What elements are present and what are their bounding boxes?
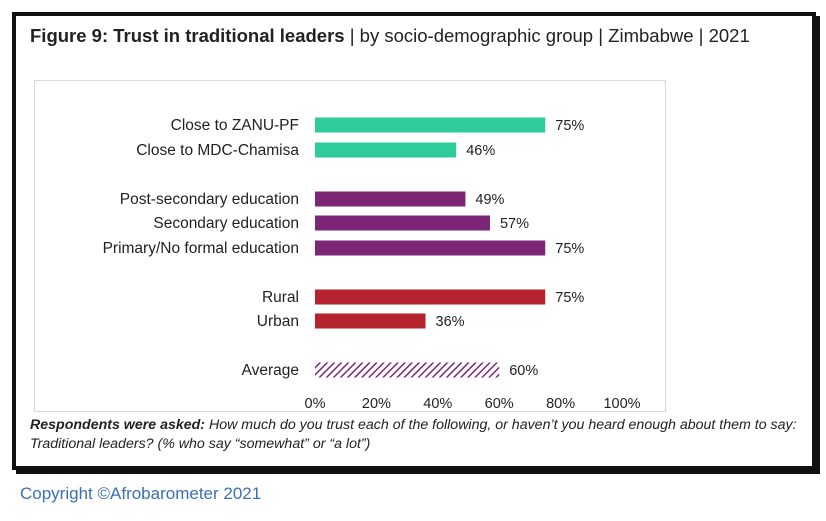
category-label-close-to-zanu-pf: Close to ZANU-PF [171, 117, 299, 134]
figure-title: Figure 9: Trust in traditional leaders |… [30, 24, 800, 48]
x-tick-label: 80% [546, 396, 575, 411]
category-label-average: Average [242, 362, 299, 379]
category-label-rural: Rural [262, 289, 299, 306]
chart-area: Close to ZANU-PF 75% Close to MDC-Chamisa 4… [34, 80, 666, 412]
category-label-secondary-education: Secondary education [153, 215, 299, 232]
value-label-urban: 36% [436, 314, 465, 330]
figure-title-bold: Figure 9: Trust in traditional leaders [30, 25, 345, 46]
value-label-primary-no-formal-education: 75% [555, 241, 584, 257]
figure-frame: Figure 9: Trust in traditional leaders |… [12, 12, 816, 470]
category-label-urban: Urban [257, 313, 299, 330]
category-label-post-secondary-education: Post-secondary education [120, 191, 299, 208]
category-label-primary-no-formal-education: Primary/No formal education [103, 240, 299, 257]
bar-close-to-zanu-pf [315, 117, 546, 133]
value-label-rural: 75% [555, 290, 584, 306]
x-tick-label: 0% [305, 396, 326, 411]
bar-chart: Close to ZANU-PF 75% Close to MDC-Chamisa 4… [103, 117, 641, 411]
x-tick-label: 60% [485, 396, 514, 411]
value-label-post-secondary-education: 49% [475, 192, 504, 208]
value-label-close-to-zanu-pf: 75% [555, 118, 584, 134]
note-text: How much do you trust each of the follow… [30, 417, 797, 452]
survey-question-note: Respondents were asked: How much do you … [30, 416, 805, 454]
category-label-close-to-mdc-chamisa: Close to MDC-Chamisa [136, 142, 299, 159]
copyright-text: Copyright ©Afrobarometer 2021 [20, 484, 262, 503]
x-tick-label: 40% [423, 396, 452, 411]
bar-secondary-education [315, 215, 490, 231]
x-tick-label: 100% [603, 396, 640, 411]
bar-average [315, 362, 500, 378]
x-tick-label: 20% [362, 396, 391, 411]
bar-close-to-mdc-chamisa [315, 142, 457, 158]
note-lead: Respondents were asked: [30, 417, 206, 433]
bar-primary-no-formal-education [315, 240, 546, 256]
bar-post-secondary-education [315, 191, 466, 207]
bar-urban [315, 313, 426, 329]
value-label-secondary-education: 57% [500, 216, 529, 232]
value-label-close-to-mdc-chamisa: 46% [466, 143, 495, 159]
value-label-average: 60% [509, 363, 538, 379]
figure-title-rest: | by socio-demographic group | Zimbabwe … [344, 25, 750, 46]
bar-rural [315, 289, 546, 305]
